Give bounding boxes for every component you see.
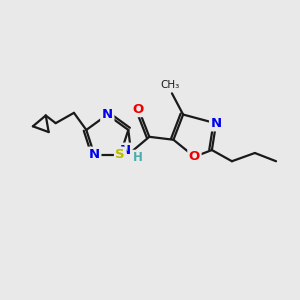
Text: N: N — [120, 144, 131, 157]
Text: O: O — [132, 103, 143, 116]
Text: S: S — [116, 148, 125, 161]
Text: H: H — [133, 151, 143, 164]
Text: N: N — [89, 148, 100, 161]
Text: CH₃: CH₃ — [161, 80, 180, 90]
Text: N: N — [211, 117, 222, 130]
Text: N: N — [102, 108, 113, 121]
Text: O: O — [189, 150, 200, 163]
